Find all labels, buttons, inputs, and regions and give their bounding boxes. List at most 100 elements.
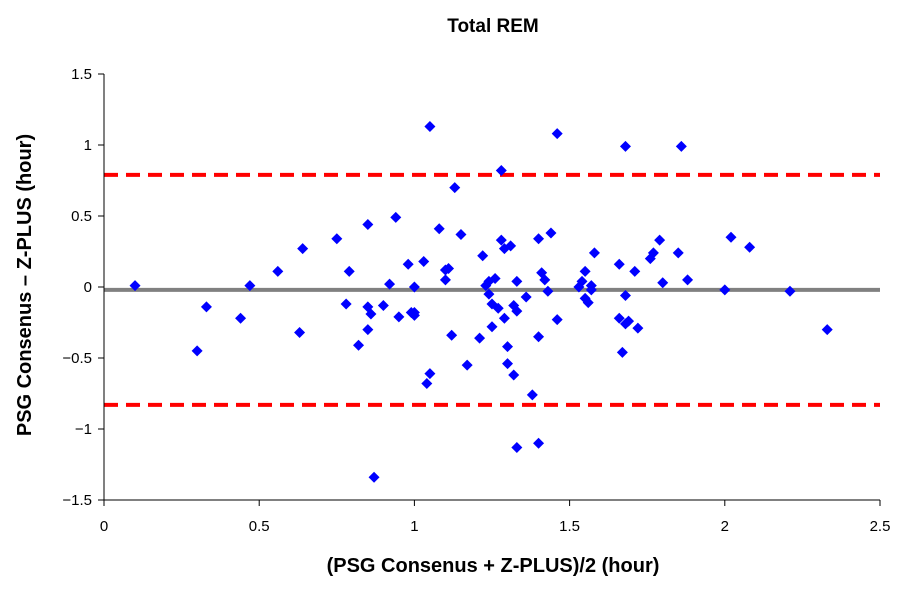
reference-lines [104, 172, 880, 407]
data-point [588, 247, 600, 259]
data-point [682, 274, 694, 286]
data-point [365, 308, 377, 320]
data-point [744, 241, 756, 253]
data-point [542, 285, 554, 297]
data-point [623, 315, 635, 327]
data-point [511, 275, 523, 287]
data-point [719, 284, 731, 296]
data-point [297, 243, 309, 255]
data-point [495, 234, 507, 246]
data-point [390, 211, 402, 223]
data-point [821, 324, 833, 336]
y-tick-label: 1.5 [71, 66, 92, 83]
data-point [424, 121, 436, 133]
data-point [200, 301, 212, 313]
data-point [244, 280, 256, 292]
data-point [129, 280, 141, 292]
x-tick-label: 0.5 [249, 518, 270, 535]
data-point [489, 272, 501, 284]
tick-labels: 1.5 1 0.5 0 −0.5 −1 −1.5 0 0.5 1 1.5 2 2.5 [62, 66, 890, 535]
data-point [362, 219, 374, 231]
data-point [520, 291, 532, 303]
data-point [511, 441, 523, 453]
x-tick-label: 1 [410, 518, 418, 535]
x-tick-label: 2 [721, 518, 729, 535]
x-axis-label: (PSG Consenus + Z-PLUS)/2 (hour) [327, 555, 660, 577]
data-point [377, 299, 389, 311]
y-axis-label: PSG Consenus – Z-PLUS (hour) [14, 134, 36, 436]
data-point [353, 339, 365, 351]
data-point [294, 326, 306, 338]
y-tick-label: −1.5 [62, 492, 92, 509]
data-point [368, 471, 380, 483]
data-point [551, 314, 563, 326]
data-point [424, 368, 436, 380]
data-point [455, 228, 467, 240]
data-point [446, 329, 458, 341]
data-point [402, 258, 414, 270]
data-point [582, 297, 594, 309]
data-point [421, 378, 433, 390]
data-point [408, 307, 420, 319]
data-point [576, 275, 588, 287]
data-point [502, 358, 514, 370]
data-point [579, 265, 591, 277]
data-point [508, 369, 520, 381]
data-point [647, 247, 659, 259]
data-point [551, 128, 563, 140]
data-point [533, 331, 545, 343]
data-point [340, 298, 352, 310]
data-point [393, 311, 405, 323]
data-point [498, 312, 510, 324]
data-point [502, 341, 514, 353]
x-tick-label: 2.5 [870, 518, 891, 535]
data-point [461, 359, 473, 371]
data-point [235, 312, 247, 324]
data-point [672, 247, 684, 259]
data-point [619, 290, 631, 302]
data-point [526, 389, 538, 401]
data-point [492, 302, 504, 314]
y-tick-label: 0.5 [71, 208, 92, 225]
data-point [495, 165, 507, 177]
data-point [619, 140, 631, 152]
data-point [533, 437, 545, 449]
chart-title: Total REM [447, 16, 538, 37]
data-point [408, 281, 420, 293]
y-tick-label: −0.5 [62, 350, 92, 367]
data-point [616, 346, 628, 358]
data-point [613, 312, 625, 324]
x-tick-label: 1.5 [559, 518, 580, 535]
y-tick-label: 0 [84, 279, 92, 296]
y-tick-label: 1 [84, 137, 92, 154]
data-point [545, 227, 557, 239]
data-point [362, 324, 374, 336]
data-point [418, 255, 430, 267]
data-point [533, 233, 545, 245]
y-tick-label: −1 [75, 421, 92, 438]
axes [103, 74, 880, 501]
data-point [191, 345, 203, 357]
data-point [511, 305, 523, 317]
data-point [784, 285, 796, 297]
data-point [483, 288, 495, 300]
data-point [443, 263, 455, 275]
data-point [439, 274, 451, 286]
data-point [505, 240, 517, 252]
data-point [629, 265, 641, 277]
data-point [474, 332, 486, 344]
data-point [486, 321, 498, 333]
data-point [331, 233, 343, 245]
data-point [477, 250, 489, 262]
data-point [657, 277, 669, 289]
data-point [433, 223, 445, 235]
data-point [343, 265, 355, 277]
data-points [129, 121, 833, 483]
data-point [654, 234, 666, 246]
data-point [632, 322, 644, 334]
x-tick-label: 0 [100, 518, 108, 535]
data-point [384, 278, 396, 290]
data-point [675, 140, 687, 152]
data-point [585, 284, 597, 296]
